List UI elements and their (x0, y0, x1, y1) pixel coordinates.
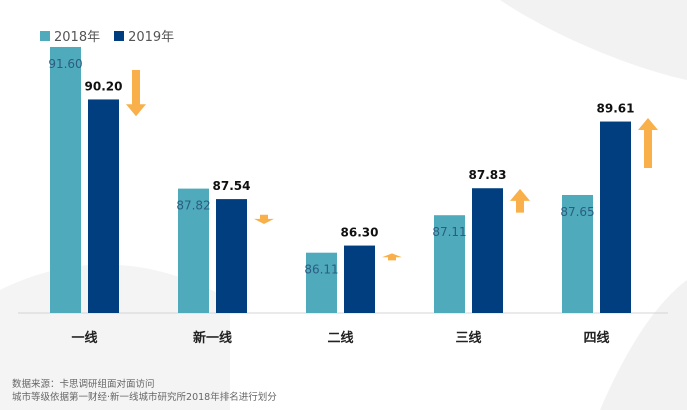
category-label-4: 四线 (583, 330, 609, 346)
bar-2019-1 (216, 199, 247, 313)
category-label-2: 二线 (327, 330, 353, 346)
category-label-0: 一线 (71, 330, 97, 346)
bar-2019-4 (600, 121, 631, 313)
source-note: 数据来源：卡思调研组面对面访问 (12, 379, 155, 390)
category-label-3: 三线 (455, 330, 481, 346)
data-label-2018-2: 86.11 (304, 263, 338, 277)
trend-arrow-down-1 (254, 214, 274, 224)
legend-swatch-2018 (40, 30, 50, 41)
bar-2019-3 (472, 188, 503, 313)
legend-label-2018: 2018年 (54, 30, 101, 45)
legend-label-2019: 2019年 (128, 30, 175, 45)
legend: 2018年 2019年 (40, 26, 188, 45)
data-label-2019-1: 87.54 (213, 179, 251, 193)
data-label-2019-4: 89.61 (597, 102, 635, 116)
bar-2018-1 (178, 188, 209, 313)
data-label-2018-1: 87.82 (176, 199, 210, 213)
bar-2018-2 (306, 252, 337, 313)
data-label-2019-2: 86.30 (341, 226, 379, 240)
legend-swatch-2019 (114, 30, 125, 41)
data-label-2019-0: 90.20 (85, 79, 123, 93)
bar-2018-0 (50, 46, 81, 314)
data-label-2018-3: 87.11 (432, 225, 466, 239)
trend-arrow-up-3 (510, 188, 530, 213)
legend-item-2018: 2018年 (40, 26, 100, 45)
bar-2019-0 (88, 99, 119, 313)
bar-2019-2 (344, 245, 375, 313)
trend-arrow-up-2 (382, 253, 402, 261)
bar-2018-3 (434, 215, 465, 313)
data-label-2019-3: 87.83 (469, 168, 507, 182)
trend-arrow-down-0 (126, 70, 146, 117)
footnote: 数据来源：卡思调研组面对面访问 城市等级依据第一财经·新一线城市研究所2018年… (12, 378, 277, 404)
ranking-note: 城市等级依据第一财经·新一线城市研究所2018年排名进行划分 (12, 392, 277, 403)
trend-arrow-up-4 (638, 118, 658, 168)
bar-2018-4 (562, 194, 593, 313)
data-label-2018-0: 91.60 (48, 57, 82, 71)
legend-item-2019: 2019年 (114, 26, 174, 45)
data-label-2018-4: 87.65 (560, 205, 594, 219)
category-label-1: 新一线 (193, 330, 232, 346)
